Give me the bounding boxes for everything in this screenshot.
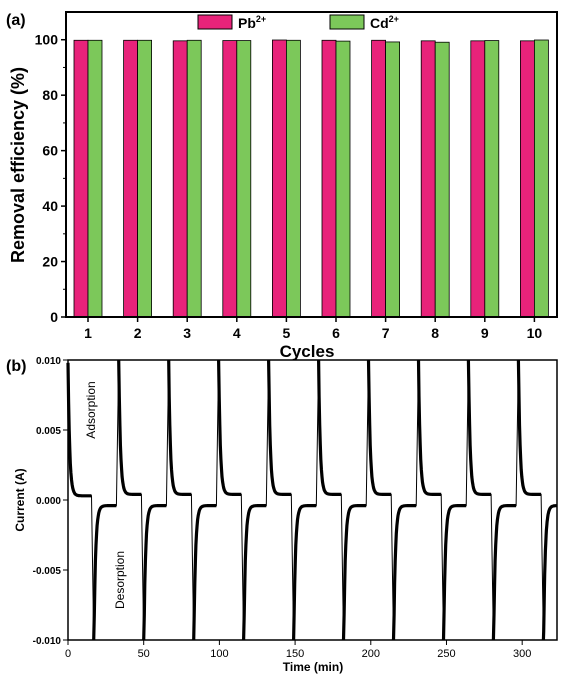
current-decay-segment (117, 359, 142, 496)
y-tick-label: 0.000 (36, 496, 61, 507)
x-tick-label: 100 (210, 648, 228, 660)
current-decay-segment (142, 504, 167, 641)
bar-cd-3 (186, 39, 202, 318)
legend-swatch-pb (197, 14, 233, 30)
current-decay-segment (217, 359, 242, 496)
bar-pb-10 (520, 40, 535, 318)
x-tick-label: 200 (362, 648, 380, 660)
current-series-line (67, 359, 558, 641)
current-decay-segment (516, 359, 542, 496)
panel-label: (a) (6, 12, 26, 29)
legend-label-pb: Pb2+ (238, 14, 266, 31)
x-tick-label: 5 (283, 325, 291, 341)
bar-pb-7 (371, 39, 387, 318)
y-tick-label: 80 (42, 87, 58, 103)
current-decay-segment (341, 504, 367, 641)
x-tick-label: 150 (286, 648, 304, 660)
x-tick-label: 10 (527, 325, 543, 341)
bar-pb-3 (172, 40, 188, 318)
x-tick-label: 50 (138, 648, 150, 660)
x-axis: 1 2 3 4 5 6 7 8 9 10 (84, 317, 542, 341)
x-tick-label: 300 (513, 648, 531, 660)
bar-group (73, 39, 549, 318)
bar-cd-8 (434, 41, 450, 318)
current-decay-segment (92, 504, 117, 641)
x-tick-label: 2 (134, 325, 142, 341)
bar-cd-1 (87, 39, 103, 318)
x-tick-label: 9 (481, 325, 489, 341)
x-axis: 0 50 100 150 200 250 300 (65, 640, 531, 660)
bar-pb-2 (123, 39, 138, 318)
y-tick-label: -0.010 (33, 636, 62, 647)
legend-swatch-cd (329, 14, 365, 30)
x-tick-label: 0 (65, 648, 71, 660)
bar-cd-5 (285, 39, 301, 318)
bar-cd-9 (484, 40, 500, 318)
bar-cd-7 (385, 41, 401, 318)
x-tick-label: 3 (183, 325, 191, 341)
current-decay-segment (466, 359, 492, 496)
bar-pb-1 (73, 39, 89, 318)
y-axis-title: Current (A) (13, 468, 27, 531)
bar-pb-4 (222, 40, 238, 318)
y-axis: -0.010 -0.005 0.000 0.005 0.010 (33, 356, 68, 647)
bar-cd-10 (534, 39, 549, 318)
current-decay-segment (192, 504, 217, 641)
x-tick-label: 7 (382, 325, 390, 341)
current-chart-panel: -0.010 -0.005 0.000 0.005 0.010 0 50 100 150 200… (6, 356, 558, 674)
x-tick-label: 250 (437, 648, 455, 660)
y-tick-label: 40 (42, 198, 58, 214)
y-tick-label: 0 (50, 309, 58, 325)
y-tick-label: 100 (35, 32, 59, 48)
current-decay-segment (391, 504, 417, 641)
current-decay-segment (167, 359, 192, 496)
y-tick-label: 0.010 (36, 356, 61, 367)
bar-pb-8 (420, 40, 436, 318)
x-tick-label: 8 (431, 325, 439, 341)
bar-cd-2 (137, 39, 153, 318)
current-decay-segment (242, 504, 267, 641)
y-axis: 0 20 40 60 80 100 (35, 32, 66, 325)
bar-chart-panel: 0 20 40 60 80 100 1 2 3 4 5 6 7 8 9 10 (a) Removal eff… (6, 11, 558, 361)
current-decay-segment (366, 359, 392, 496)
y-tick-label: 20 (42, 254, 58, 270)
current-decay-segment (541, 504, 558, 641)
bar-pb-5 (271, 39, 287, 318)
annotation-adsorption: Adsorption (84, 381, 98, 438)
current-decay-segment (317, 359, 342, 496)
bar-cd-6 (335, 40, 351, 318)
current-decay-segment (416, 359, 442, 496)
legend-label-cd: Cd2+ (370, 14, 399, 31)
bar-cd-4 (236, 40, 252, 318)
current-decay-segment (267, 359, 292, 496)
x-tick-label: 1 (84, 325, 92, 341)
x-axis-title: Time (min) (283, 660, 343, 674)
current-decay-segment (292, 504, 317, 641)
current-decay-segment (66, 362, 92, 498)
legend: Pb2+ Cd2+ (197, 14, 399, 31)
panel-label: (b) (6, 358, 26, 375)
plot-frame (65, 11, 558, 318)
y-tick-label: -0.005 (33, 566, 62, 577)
y-axis-title: Removal efficiency (%) (8, 67, 28, 263)
bar-pb-6 (321, 39, 337, 318)
x-tick-label: 6 (332, 325, 340, 341)
current-series-bold-segments (66, 359, 558, 641)
x-tick-label: 4 (233, 325, 241, 341)
annotation-desorption: Desorption (113, 551, 127, 609)
bar-pb-9 (470, 40, 486, 318)
current-decay-segment (441, 504, 467, 641)
current-decay-segment (491, 504, 517, 641)
x-axis-title: Cycles (280, 342, 335, 361)
y-tick-label: 60 (42, 143, 58, 159)
y-tick-label: 0.005 (36, 426, 61, 437)
